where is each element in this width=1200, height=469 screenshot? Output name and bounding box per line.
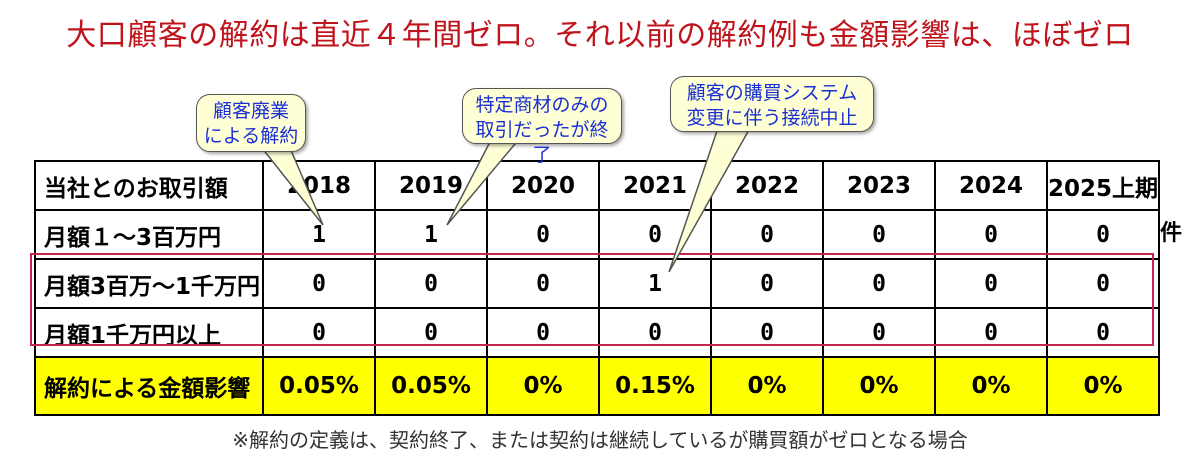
footnote: ※解約の定義は、契約終了、または契約は継続しているが購買額がゼロとなる場合 [232,428,968,452]
callout-tail-1 [260,147,324,226]
header-label: 当社とのお取引額 [34,160,264,211]
impact-cell: 0% [486,356,600,416]
impact-cell: 0% [1046,356,1160,416]
table-cell: 0 [822,307,936,358]
impact-row: 解約による金額影響 0.05% 0.05% 0% 0.15% 0% 0% 0% … [34,356,1160,416]
impact-label: 解約による金額影響 [34,356,264,416]
callout-line: 取引だったが終了 [475,119,609,166]
table-cell: 0 [1046,258,1160,309]
table-row: 月額3百万～1千万円 0 0 0 1 0 0 0 0 [34,258,1160,309]
table-cell: 0 [486,258,600,309]
year-header: 2020 [486,160,600,211]
table-cell: 0 [262,307,376,358]
table-cell: 0 [262,258,376,309]
table-cell: 0 [598,307,712,358]
table-cell: 0 [374,258,488,309]
table-cell: 0 [934,258,1048,309]
year-header: 2023 [822,160,936,211]
page-title: 大口顧客の解約は直近４年間ゼロ。それ以前の解約例も金額影響は、ほぼゼロ [66,18,1134,53]
year-header: 2022 [710,160,824,211]
callout-specific-product: 特定商材のみの 取引だったが終了 [462,88,622,166]
table-cell: 0 [598,209,712,260]
unit-label: 件 [1160,221,1183,246]
table-row: 月額1千万円以上 0 0 0 0 0 0 0 0 [34,307,1160,358]
year-header: 2025上期 [1046,160,1160,211]
impact-cell: 0% [710,356,824,416]
table-row: 月額１～3百万円 1 1 0 0 0 0 0 0 [34,209,1160,260]
callout-line: による解約 [203,125,299,147]
callout-line: 顧客の購買システム [686,82,858,104]
table-cell: 0 [822,258,936,309]
row-label: 月額１～3百万円 [34,209,264,260]
impact-cell: 0% [822,356,936,416]
table-cell: 0 [1046,307,1160,358]
cancellation-table: 当社とのお取引額 2018 2019 2020 2021 2022 2023 2… [34,160,1160,416]
impact-cell: 0% [934,356,1048,416]
table-cell: 0 [1046,209,1160,260]
impact-cell: 0.05% [374,356,488,416]
table-cell: 0 [486,209,600,260]
year-header: 2021 [598,160,712,211]
table-cell: 0 [934,307,1048,358]
impact-cell: 0.05% [262,356,376,416]
table-cell: 0 [710,258,824,309]
table-cell: 1 [598,258,712,309]
callout-customer-closure: 顧客廃業 による解約 [196,94,306,152]
row-label: 月額3百万～1千万円 [34,258,264,309]
table-cell: 0 [710,307,824,358]
callout-line: 変更に伴う接続中止 [686,107,858,129]
callout-line: 特定商材のみの [475,94,609,116]
table-cell: 0 [710,209,824,260]
year-header: 2024 [934,160,1048,211]
callout-system-change: 顧客の購買システム 変更に伴う接続中止 [670,76,874,132]
table-cell: 0 [486,307,600,358]
impact-cell: 0.15% [598,356,712,416]
table-cell: 0 [374,307,488,358]
table-cell: 0 [822,209,936,260]
row-label: 月額1千万円以上 [34,307,264,358]
table-cell: 0 [934,209,1048,260]
callout-tail-3 [668,127,752,273]
callout-line: 顧客廃業 [212,100,289,122]
table-cell: 1 [374,209,488,260]
